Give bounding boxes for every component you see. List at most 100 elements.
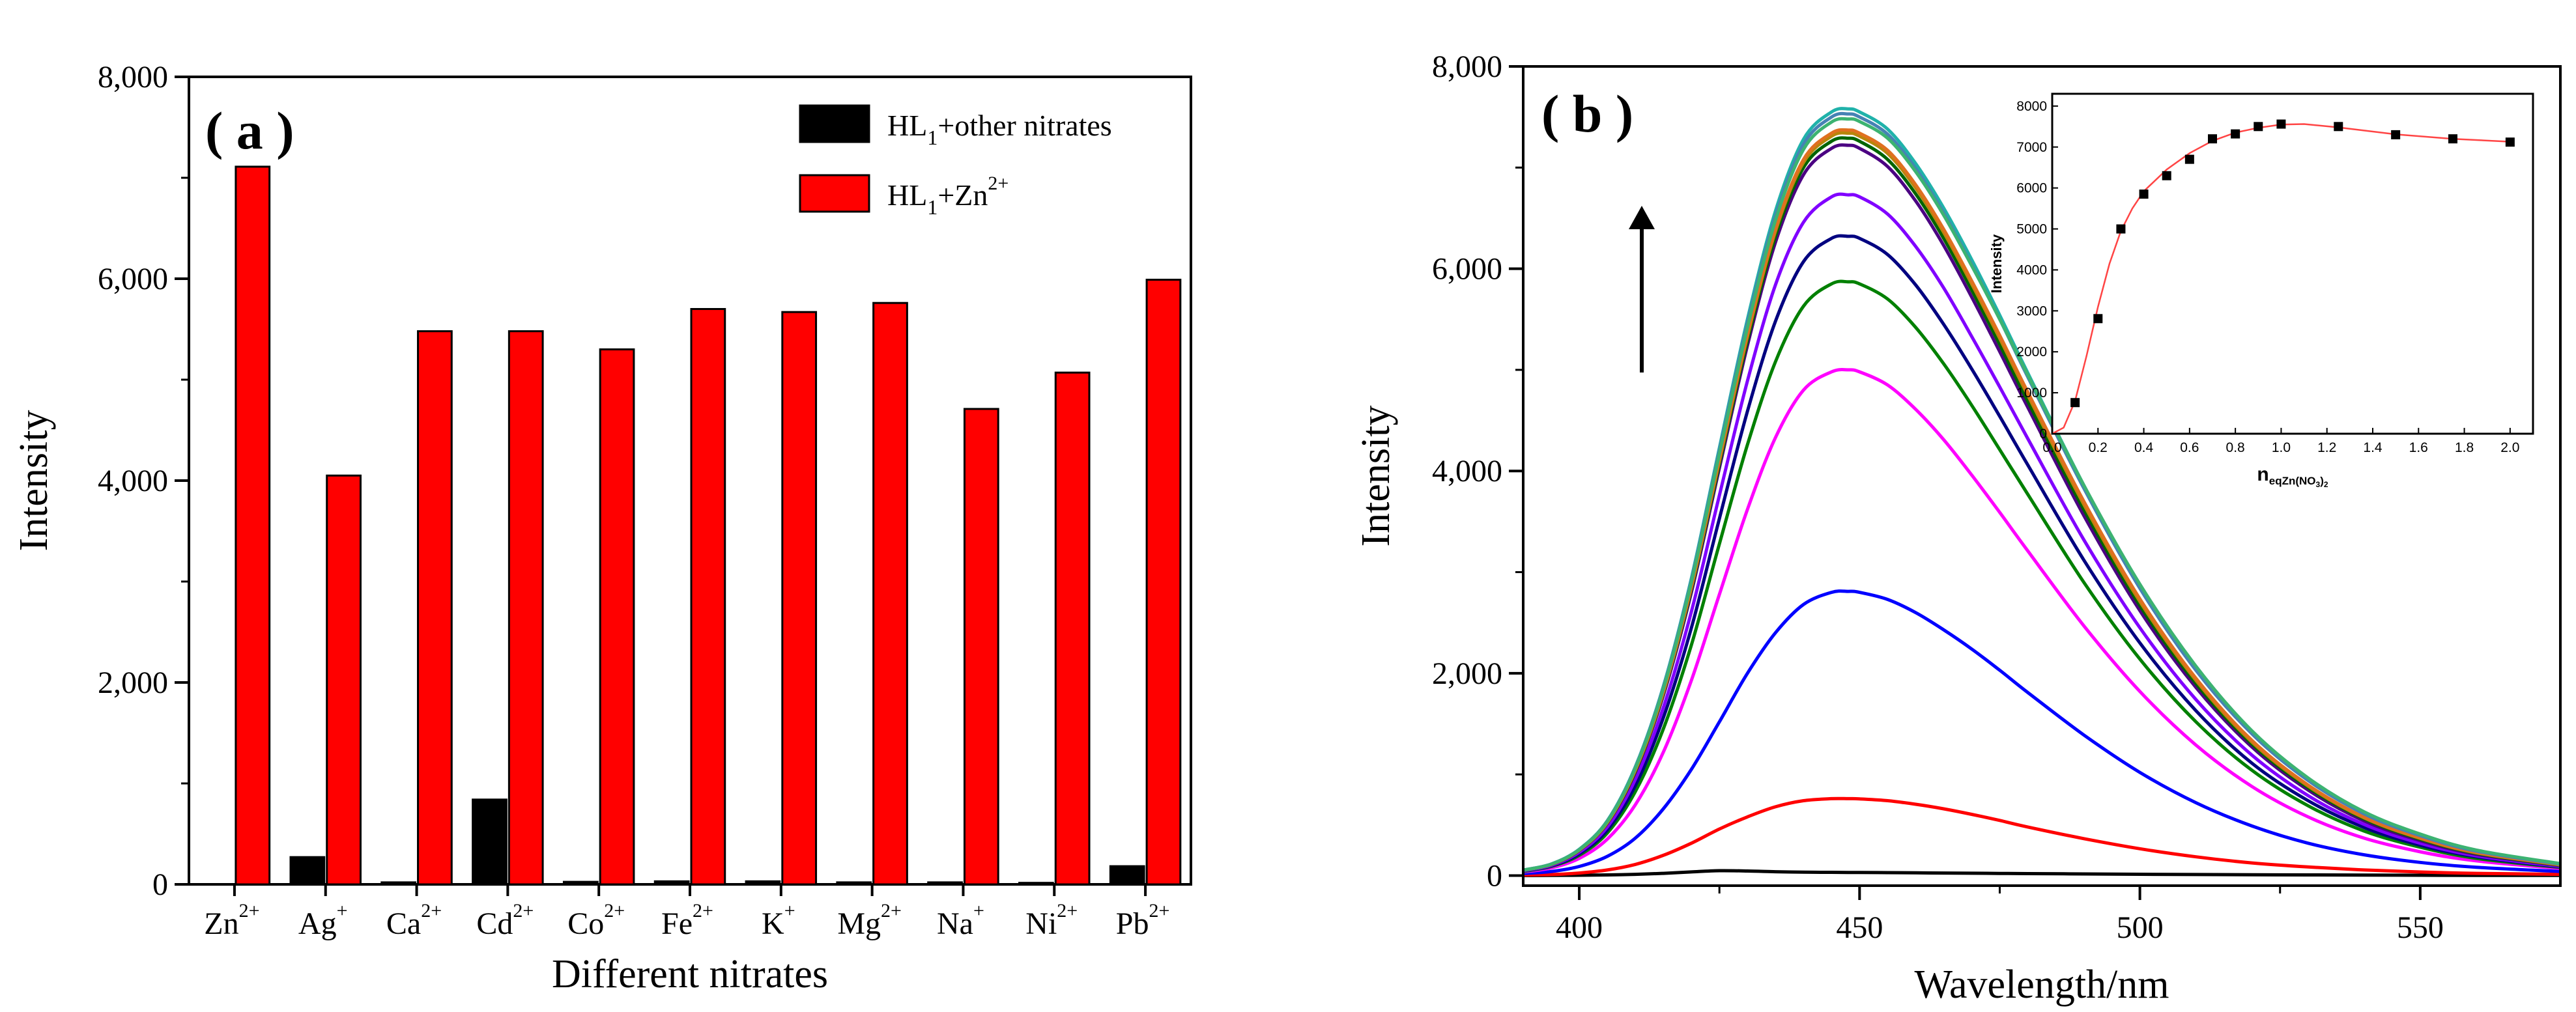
inset-x-tick-label: 1.0: [2272, 440, 2291, 455]
inset-y-tick-label: 3000: [2016, 303, 2047, 318]
plot-frame-b: [1522, 65, 2562, 887]
bar: [562, 880, 599, 886]
inset-point: [2334, 122, 2343, 132]
bar: [690, 308, 726, 886]
x-tick-label: Ca2+: [386, 900, 442, 941]
y-tick-label: 2,000: [1432, 656, 1502, 691]
bar: [1054, 371, 1091, 886]
x-tick-label: 450: [1836, 910, 1883, 945]
inset-chart: 0 1000 2000 3000 4000 5000 6000 7000 8000 0.0 0.2 0…: [1988, 92, 2534, 489]
inset-y-tick-label: 2000: [2016, 344, 2047, 359]
y-tick-label: 8,000: [98, 60, 168, 94]
x-axis-title: Different nitrates: [552, 952, 828, 996]
inset-point: [2208, 134, 2217, 144]
x-tick-label: Co2+: [567, 900, 625, 941]
inset-y-tick-label: 4000: [2016, 262, 2047, 277]
inset-point: [2162, 171, 2171, 180]
inset-y-tick-label: 1000: [2016, 386, 2047, 401]
inset-x-tick-label: 0.2: [2089, 440, 2108, 455]
bar: [963, 408, 999, 886]
inset-point: [2184, 154, 2194, 164]
inset-x-tick-label: 1.6: [2409, 440, 2428, 455]
bar: [417, 330, 453, 886]
bar: [781, 311, 818, 886]
inset-fit-line: [2052, 123, 2510, 435]
inset-x-tick-label: 0.0: [2042, 440, 2061, 455]
bar: [289, 856, 326, 886]
x-tick-label: K+: [762, 900, 795, 941]
bar: [927, 881, 963, 886]
x-tick-label: Mg2+: [837, 900, 902, 941]
x-tick-label: Fe2+: [661, 900, 713, 941]
inset-point: [2505, 137, 2515, 147]
bar: [745, 880, 781, 886]
bar: [326, 474, 362, 886]
inset-point: [2391, 130, 2401, 139]
inset-point: [2254, 122, 2263, 132]
legend-label: HL1+other nitrates: [887, 109, 1112, 149]
panel-label-a: ( a ): [205, 101, 294, 160]
inset-point: [2276, 119, 2286, 129]
y-tick-label: 2,000: [98, 666, 168, 700]
y-tick-label: 0: [1487, 858, 1502, 893]
inset-x-tick-label: 1.4: [2363, 440, 2383, 455]
spectrum-line-1: [1523, 796, 2561, 877]
x-axis-title: Wavelength/nm: [1914, 963, 2169, 1007]
spectrum-line-4: [1523, 279, 2561, 873]
x-tick-label: Pb2+: [1116, 900, 1170, 941]
spectrum-line-13: [1523, 117, 2561, 872]
spectrum-line-0: [1523, 869, 2561, 877]
bar: [599, 348, 635, 886]
bar: [472, 798, 508, 886]
bar: [1145, 279, 1182, 886]
x-tick-label: Ni2+: [1025, 900, 1078, 941]
up-arrow-head-icon: [1629, 206, 1655, 229]
spectrum-line-3: [1523, 368, 2561, 874]
y-tick-label: 6,000: [98, 262, 168, 296]
bar: [653, 880, 690, 886]
x-tick-label: 400: [1556, 910, 1603, 945]
x-tick-label: 500: [2117, 910, 2164, 945]
inset-frame: [2051, 92, 2534, 435]
y-tick-label: 8,000: [1432, 49, 1502, 84]
bar: [380, 881, 417, 886]
inset-point: [2139, 190, 2149, 199]
panel-label-b: ( b ): [1541, 84, 1633, 143]
inset-y-tick-label: 8000: [2016, 99, 2047, 114]
x-tick-label: 550: [2397, 910, 2444, 945]
bar: [508, 330, 544, 886]
inset-point: [2093, 314, 2103, 324]
x-tick-label: Ag+: [298, 900, 348, 941]
inset-point: [2231, 129, 2240, 139]
spectrum-line-5: [1523, 234, 2561, 873]
bar: [872, 302, 908, 886]
bar: [235, 165, 271, 886]
y-axis-title: Intensity: [1354, 406, 1398, 547]
inset-y-tick-label: 5000: [2016, 222, 2047, 237]
legend-swatch: [799, 174, 870, 213]
legend-label: HL1+Zn2+: [887, 173, 1009, 219]
y-axis-title: Intensity: [12, 410, 56, 552]
inset-y-tick-label: 6000: [2016, 181, 2047, 196]
inset-y-axis-title: Intensity: [1988, 234, 2005, 293]
inset-x-tick-label: 2.0: [2500, 440, 2519, 455]
spectrum-line-2: [1523, 589, 2561, 875]
legend-swatch: [799, 104, 870, 143]
inset-x-axis-title: neqZn(NO3)2: [2257, 464, 2328, 489]
bar: [1018, 882, 1054, 886]
inset-point: [2070, 398, 2080, 408]
panel-b: 0 2,000 4,000 6,000 8,000 400 450 500 550 Wavelen…: [1354, 49, 2562, 1007]
y-tick-label: 0: [152, 867, 168, 902]
inset-x-tick-label: 0.8: [2226, 440, 2245, 455]
x-tick-label: Zn2+: [204, 900, 259, 941]
spectrum-line-6: [1523, 192, 2561, 873]
panel-a: 0 2,000 4,000 6,000 8,000 Zn2+ Ag+ Ca2+ Cd2+ Co2+…: [12, 60, 1192, 996]
inset-y-tick-label: 0: [2039, 427, 2047, 442]
y-tick-label: 4,000: [98, 464, 168, 498]
inset-point: [2448, 134, 2457, 144]
bar: [1109, 865, 1145, 886]
inset-y-tick-label: 7000: [2016, 140, 2047, 155]
inset-x-tick-label: 1.2: [2317, 440, 2336, 455]
inset-x-tick-label: 0.4: [2134, 440, 2154, 455]
